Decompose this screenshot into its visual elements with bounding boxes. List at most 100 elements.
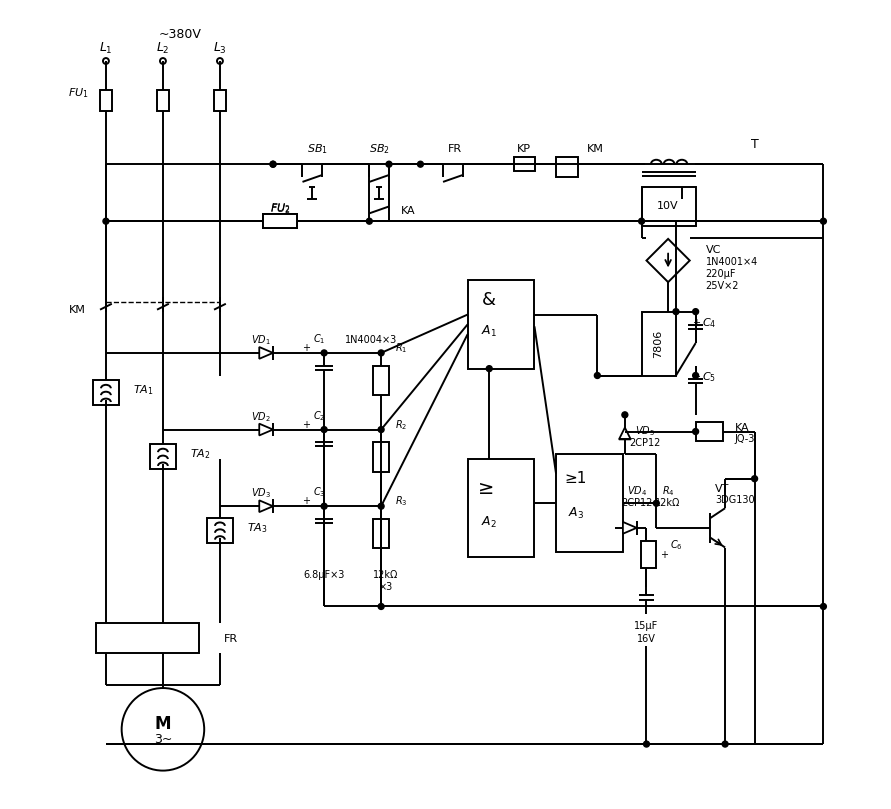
Bar xyxy=(556,454,623,553)
Bar xyxy=(96,623,200,653)
Bar xyxy=(151,444,176,469)
Text: $C_6$: $C_6$ xyxy=(670,539,683,553)
Bar xyxy=(373,519,389,549)
Circle shape xyxy=(270,161,276,167)
Text: +: + xyxy=(302,420,310,430)
Text: $VD_5$: $VD_5$ xyxy=(634,425,655,438)
Text: KM: KM xyxy=(587,145,604,155)
Text: $C_2$: $C_2$ xyxy=(313,409,325,423)
Circle shape xyxy=(378,604,384,609)
Bar xyxy=(263,214,297,228)
Bar xyxy=(214,90,225,111)
Circle shape xyxy=(622,412,628,417)
Text: $TA_1$: $TA_1$ xyxy=(134,383,154,397)
Text: $R_2$: $R_2$ xyxy=(395,417,407,431)
Text: JQ-3: JQ-3 xyxy=(735,434,756,444)
Circle shape xyxy=(103,58,109,64)
Bar xyxy=(373,366,389,395)
Text: 6.8μF×3: 6.8μF×3 xyxy=(304,570,345,580)
Text: 220μF: 220μF xyxy=(706,269,736,279)
Text: ~380V: ~380V xyxy=(159,28,201,41)
Text: $A_2$: $A_2$ xyxy=(481,515,497,531)
Circle shape xyxy=(752,476,757,481)
Text: $A_3$: $A_3$ xyxy=(568,506,584,521)
Text: 12kΩ: 12kΩ xyxy=(373,570,399,580)
Bar xyxy=(556,157,577,177)
Bar xyxy=(641,540,657,568)
Polygon shape xyxy=(619,428,631,439)
Text: $L_2$: $L_2$ xyxy=(156,40,169,56)
Text: 16V: 16V xyxy=(637,634,656,644)
Circle shape xyxy=(486,366,492,371)
Text: $R_1$: $R_1$ xyxy=(395,341,407,355)
Text: ×3: ×3 xyxy=(379,582,393,592)
Bar xyxy=(208,518,233,543)
Bar xyxy=(94,380,119,405)
Text: $VD_4$: $VD_4$ xyxy=(626,485,647,498)
Bar xyxy=(642,187,696,227)
Circle shape xyxy=(673,309,679,315)
Bar xyxy=(373,443,389,472)
Text: $SB_1$: $SB_1$ xyxy=(307,142,328,156)
Circle shape xyxy=(723,741,728,747)
Circle shape xyxy=(103,218,109,224)
Text: VT: VT xyxy=(715,484,730,493)
Circle shape xyxy=(418,161,423,167)
Polygon shape xyxy=(259,347,273,359)
Bar xyxy=(468,280,535,369)
Text: 15μF: 15μF xyxy=(634,621,658,631)
Circle shape xyxy=(122,688,204,771)
Bar xyxy=(642,311,676,375)
Text: FR: FR xyxy=(224,634,238,644)
Bar xyxy=(100,90,112,111)
Circle shape xyxy=(386,161,392,167)
Text: +: + xyxy=(691,319,699,328)
Text: 1N4001×4: 1N4001×4 xyxy=(706,257,757,268)
Text: $VD_2$: $VD_2$ xyxy=(251,410,271,424)
Circle shape xyxy=(378,426,384,433)
Circle shape xyxy=(821,218,826,224)
Text: 7806: 7806 xyxy=(653,330,663,358)
Circle shape xyxy=(643,741,650,747)
Text: $C_4$: $C_4$ xyxy=(702,316,716,330)
Polygon shape xyxy=(623,522,637,534)
Circle shape xyxy=(217,58,223,64)
Text: VC: VC xyxy=(706,244,721,255)
Circle shape xyxy=(639,218,644,224)
Bar xyxy=(263,214,297,228)
Text: 1N4004×3: 1N4004×3 xyxy=(345,335,397,345)
Bar xyxy=(696,421,723,442)
Text: $FU_2$: $FU_2$ xyxy=(270,201,290,215)
Text: $FU_1$: $FU_1$ xyxy=(68,87,89,100)
Text: $SB_2$: $SB_2$ xyxy=(369,142,389,156)
Circle shape xyxy=(366,218,372,224)
Text: $C_3$: $C_3$ xyxy=(313,485,325,499)
Circle shape xyxy=(160,58,166,64)
Bar xyxy=(157,90,168,111)
Text: KM: KM xyxy=(69,305,86,315)
Text: +: + xyxy=(660,550,668,561)
Text: $TA_3$: $TA_3$ xyxy=(248,521,268,535)
Text: +: + xyxy=(302,496,310,506)
Circle shape xyxy=(378,503,384,509)
Text: ≥1: ≥1 xyxy=(565,471,587,486)
Text: 12kΩ: 12kΩ xyxy=(656,498,681,508)
Text: $VD_1$: $VD_1$ xyxy=(251,333,271,347)
Text: $R_3$: $R_3$ xyxy=(395,494,407,508)
Circle shape xyxy=(321,503,327,509)
Circle shape xyxy=(594,373,601,379)
Text: KA: KA xyxy=(735,422,749,433)
Text: $FU_2$: $FU_2$ xyxy=(270,202,290,216)
Text: 10V: 10V xyxy=(658,201,679,211)
Circle shape xyxy=(321,350,327,356)
Bar xyxy=(514,157,535,171)
Text: $R_4$: $R_4$ xyxy=(662,485,674,498)
Circle shape xyxy=(270,161,276,167)
Circle shape xyxy=(821,604,826,609)
Circle shape xyxy=(321,426,327,433)
Circle shape xyxy=(692,429,699,434)
Text: 3~: 3~ xyxy=(154,733,172,746)
Circle shape xyxy=(692,309,699,315)
Text: 25V×2: 25V×2 xyxy=(706,281,739,291)
Text: M: M xyxy=(155,715,171,734)
